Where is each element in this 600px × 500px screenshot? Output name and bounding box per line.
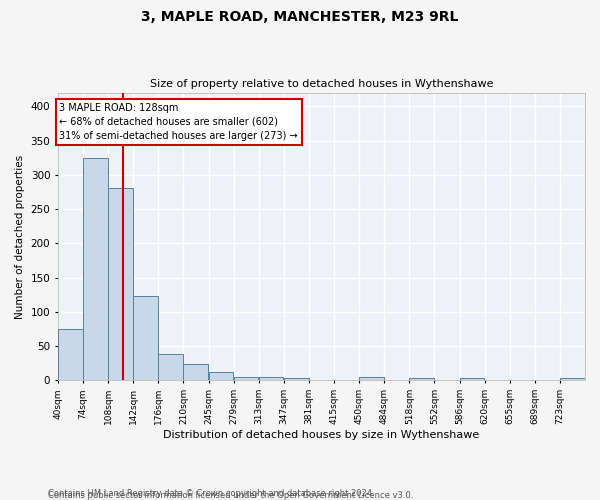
Y-axis label: Number of detached properties: Number of detached properties	[15, 154, 25, 318]
Bar	[359, 377, 384, 380]
Text: 3 MAPLE ROAD: 128sqm
← 68% of detached houses are smaller (602)
31% of semi-deta: 3 MAPLE ROAD: 128sqm ← 68% of detached h…	[59, 103, 298, 141]
Text: Contains public sector information licensed under the Open Government Licence v3: Contains public sector information licen…	[48, 491, 413, 500]
Bar	[259, 377, 283, 380]
Bar	[58, 329, 83, 380]
Bar	[133, 296, 158, 380]
Bar	[184, 364, 208, 380]
Bar	[460, 378, 484, 380]
Bar	[158, 354, 183, 380]
Bar	[108, 188, 133, 380]
Bar	[560, 378, 584, 380]
Bar	[83, 158, 108, 380]
Bar	[284, 378, 308, 380]
Text: Contains HM Land Registry data © Crown copyright and database right 2024.: Contains HM Land Registry data © Crown c…	[48, 488, 374, 498]
Bar	[209, 372, 233, 380]
Bar	[409, 378, 434, 380]
Bar	[233, 377, 259, 380]
Text: 3, MAPLE ROAD, MANCHESTER, M23 9RL: 3, MAPLE ROAD, MANCHESTER, M23 9RL	[142, 10, 458, 24]
X-axis label: Distribution of detached houses by size in Wythenshawe: Distribution of detached houses by size …	[163, 430, 479, 440]
Title: Size of property relative to detached houses in Wythenshawe: Size of property relative to detached ho…	[150, 79, 493, 89]
